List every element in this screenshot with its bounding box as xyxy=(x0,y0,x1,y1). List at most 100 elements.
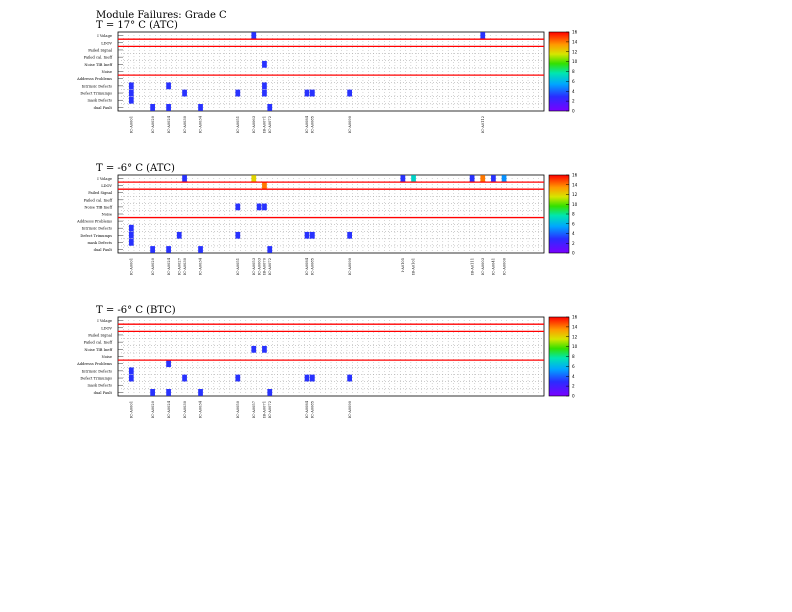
row-label: Failed Signal xyxy=(88,333,113,337)
row-label: Failed cal. Ineff xyxy=(84,341,113,345)
heatmap-cell xyxy=(128,231,134,239)
heatmap-cell xyxy=(262,89,267,97)
row-label: LDOV xyxy=(101,326,112,330)
heatmap-cell xyxy=(267,389,273,396)
column-label: IC-A0027 xyxy=(177,257,181,275)
row-label: Intrinsic Defects xyxy=(82,227,112,231)
heatmap-cell xyxy=(198,104,203,111)
row-label: Addresss Problems xyxy=(76,220,112,224)
column-label: IC-A0072 xyxy=(268,258,272,275)
heatmap-cell xyxy=(262,182,267,189)
row-label: mask Defects xyxy=(88,99,113,103)
column-label: IC-A0050 xyxy=(236,400,240,418)
colorbar-tick-label: 8 xyxy=(572,354,575,359)
column-label: IC-A0063 xyxy=(257,257,261,275)
heatmap-cell xyxy=(267,246,273,253)
column-label: IC-A0000 xyxy=(502,257,506,275)
colorbar-tick-label: 12 xyxy=(572,192,578,197)
panel-2-title: T = -6° C (ATC) xyxy=(96,163,175,174)
column-label: IB-A0071 xyxy=(263,401,267,418)
column-label: IC-A0020 xyxy=(151,400,155,418)
colorbar-tick-label: 2 xyxy=(572,99,575,104)
column-label: IC-A0024 xyxy=(167,115,171,133)
heatmap-cell xyxy=(235,89,241,97)
panel-1-title: T = 17° C (ATC) xyxy=(96,20,178,31)
row-label: I Volage xyxy=(97,177,112,181)
row-label: Noise xyxy=(102,355,112,359)
heatmap-cell xyxy=(251,32,257,39)
column-label: IB-A0071 xyxy=(263,116,267,133)
column-label: IC-A0085 xyxy=(311,400,315,418)
column-label: IC-A0085 xyxy=(311,115,315,133)
heatmap-cell xyxy=(347,231,352,239)
row-label: Intrinsic Defects xyxy=(82,84,112,88)
column-label: IC-A0057 xyxy=(252,400,256,418)
colorbar-tick-label: 4 xyxy=(572,374,575,379)
heatmap-cell xyxy=(304,374,310,382)
heatmap-cell xyxy=(198,246,203,253)
column-label: IC-A0090 xyxy=(348,115,352,133)
row-label: I Volage xyxy=(97,319,112,323)
heatmap-cell xyxy=(262,203,267,211)
heatmap-panel-1: I Volage LDOV Failed Signal Failed cal. Ine… xyxy=(76,30,578,134)
row-label: dual Fault xyxy=(94,106,113,110)
column-label: IC-A0024 xyxy=(167,257,171,275)
panel-3-title: T = -6° C (BTC) xyxy=(96,305,176,316)
colorbar-tick-label: 2 xyxy=(572,384,575,389)
heatmap-cell xyxy=(469,175,475,182)
column-label: IC-A0041 xyxy=(492,258,496,275)
row-label: Defect Trimumps xyxy=(80,377,112,381)
row-label: Addresss Problems xyxy=(76,362,112,366)
column-label: IC-A0003 xyxy=(481,257,485,275)
heatmap-cell xyxy=(182,175,187,182)
row-label: Noise xyxy=(102,70,112,74)
column-label: IC-A0034 xyxy=(199,115,203,133)
colorbar-tick-label: 14 xyxy=(572,324,578,329)
heatmap-cell xyxy=(235,231,241,239)
colorbar-tick-label: 14 xyxy=(572,182,578,187)
column-label: IB-A0111 xyxy=(470,258,474,275)
heatmap-cell xyxy=(128,239,134,246)
column-label: I-A0105 xyxy=(401,257,405,272)
heatmap-cell xyxy=(304,89,310,97)
column-label: IC-A0090 xyxy=(348,257,352,275)
heatmap-cell xyxy=(304,231,310,239)
row-label: Failed cal. Ineff xyxy=(84,198,113,202)
colorbar-tick-label: 12 xyxy=(572,334,578,339)
heatmap-cell xyxy=(491,175,496,182)
row-label: Intrinsic Defects xyxy=(82,369,112,373)
colorbar-tick-label: 0 xyxy=(572,109,575,114)
heatmap-cell xyxy=(166,82,171,90)
colorbar-tick-label: 0 xyxy=(572,394,575,399)
heatmap-panel-2: I Volage LDOV Failed Signal Failed cal. Ine… xyxy=(76,173,578,276)
row-label: Defect Trimumps xyxy=(80,234,112,238)
column-label: IB-A0101 xyxy=(412,258,416,275)
colorbar-tick-label: 6 xyxy=(572,221,575,226)
heatmap-cell xyxy=(128,82,134,90)
column-label: IB-A0070 xyxy=(263,257,267,275)
column-label: IC-A0112 xyxy=(481,116,485,133)
heatmap-cell xyxy=(262,345,267,353)
colorbar-tick-label: 16 xyxy=(572,315,578,320)
column-label: IC-A0084 xyxy=(305,400,309,418)
colorbar-tick-label: 8 xyxy=(572,69,575,74)
row-label: dual Fault xyxy=(94,248,113,252)
colorbar-tick-label: 16 xyxy=(572,173,578,178)
heatmap-cell xyxy=(501,175,507,182)
colorbar-tick-label: 8 xyxy=(572,212,575,217)
heatmap-cell xyxy=(166,389,171,396)
column-label: IC-A0084 xyxy=(305,257,309,275)
heatmap-cell xyxy=(251,175,257,182)
row-label: Failed Signal xyxy=(88,48,113,52)
column-label: IC-A0020 xyxy=(151,115,155,133)
heatmap-cell xyxy=(262,82,267,90)
heatmap-cell xyxy=(267,104,273,111)
column-label: IC-A0085 xyxy=(311,257,315,275)
column-label: IC-A0053 xyxy=(252,257,256,275)
colorbar-tick-label: 12 xyxy=(572,49,578,54)
heatmap-cell xyxy=(182,89,187,97)
column-label: IC-A0030 xyxy=(183,115,187,133)
page-title: Module Failures: Grade C xyxy=(96,10,227,21)
column-label: IC-A0072 xyxy=(268,401,272,418)
